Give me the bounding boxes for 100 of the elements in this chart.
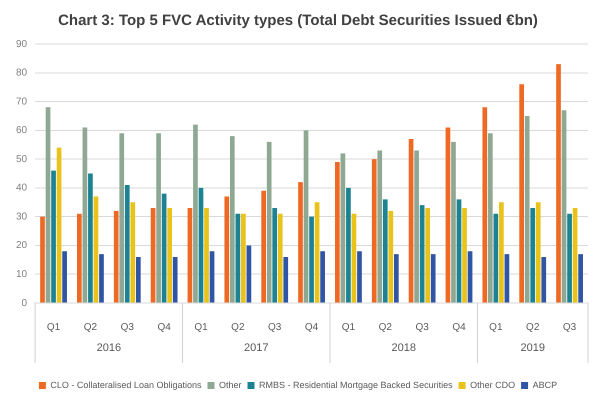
bar [536, 202, 541, 302]
bar [357, 251, 362, 302]
bar [430, 254, 436, 302]
x-tick-label: Q2 [231, 322, 245, 333]
bar [99, 254, 104, 302]
bar [488, 133, 493, 302]
x-tick-label: Q3 [415, 322, 430, 333]
bar [372, 159, 377, 302]
y-tick-label: 60 [16, 125, 28, 136]
y-tick-label: 40 [16, 182, 28, 194]
bar [188, 208, 192, 302]
bar [468, 251, 472, 302]
x-tick-label: Q1 [46, 322, 61, 333]
bar [394, 254, 399, 302]
bar [77, 214, 82, 302]
bar [82, 127, 88, 302]
x-tick-label: Q1 [489, 322, 503, 333]
bar [462, 208, 467, 302]
bar [562, 110, 566, 302]
bar [198, 188, 204, 302]
x-tick-label: Q3 [268, 322, 282, 333]
bar [446, 127, 450, 302]
bar [556, 64, 561, 302]
bar [414, 150, 419, 302]
bar [494, 214, 498, 302]
bar [519, 84, 524, 302]
text: 2017 [244, 342, 269, 354]
bar [420, 205, 424, 302]
bar [278, 214, 283, 302]
legend-label: Other CDO [470, 380, 516, 390]
bar [119, 133, 124, 302]
bar [499, 202, 504, 302]
bar [230, 136, 235, 302]
x-tick-label: Q3 [562, 322, 577, 333]
bar [150, 208, 156, 302]
y-tick-label: 10 [16, 268, 28, 280]
bar [304, 130, 308, 302]
bar [40, 216, 45, 302]
bar [136, 256, 141, 302]
bar [162, 194, 166, 302]
y-tick-label: 70 [16, 96, 28, 108]
bar [46, 107, 50, 302]
legend-label: CLO - Collateralised Loan Obligations [50, 380, 202, 390]
bar [314, 202, 320, 302]
x-tick-label: Q2 [526, 322, 540, 333]
bar [408, 138, 414, 302]
x-tick-label: Q1 [194, 322, 208, 333]
bar [425, 208, 430, 302]
bar [62, 251, 67, 302]
bar [224, 196, 230, 302]
x-tick-label: Q4 [157, 322, 172, 333]
y-tick-label: 50 [16, 154, 28, 165]
x-tick-label: Q1 [342, 322, 356, 333]
bar [298, 182, 303, 302]
bar [172, 256, 178, 302]
x-tick-label: Q2 [84, 322, 98, 333]
bar [530, 208, 536, 302]
bar [246, 245, 252, 302]
bar [377, 150, 382, 302]
bar [114, 210, 119, 302]
x-tick-label: Q3 [120, 322, 134, 333]
bar [320, 251, 325, 302]
bar [352, 214, 356, 302]
y-tick-label: 90 [16, 38, 28, 50]
bar [335, 162, 340, 302]
bar [56, 148, 62, 302]
bar [572, 208, 578, 302]
y-tick-label: 30 [16, 211, 28, 222]
bar [456, 199, 462, 302]
bar [51, 170, 56, 302]
bar [261, 190, 266, 302]
bar [382, 199, 388, 302]
bar [130, 202, 136, 302]
chart-title: Chart 3: Top 5 FVC Activity types (Total Debt Securities Issued €bn) [58, 12, 538, 30]
bar [204, 208, 209, 302]
x-tick-label: Q4 [304, 322, 319, 333]
bar [340, 153, 346, 302]
bar [567, 214, 572, 302]
legend-label: ABCP [532, 380, 558, 390]
bar [124, 185, 130, 302]
bar [167, 208, 172, 302]
legend-label: Other [218, 380, 242, 390]
y-tick-label: 20 [16, 240, 28, 252]
bar [272, 208, 278, 302]
bar [346, 188, 351, 302]
bar [235, 214, 240, 302]
bar [578, 254, 583, 302]
bar [283, 256, 288, 302]
x-tick-label: Q4 [452, 322, 466, 333]
bar [388, 210, 394, 302]
bar [309, 216, 314, 302]
bar [210, 251, 214, 302]
bar [504, 254, 510, 302]
bar [524, 116, 530, 302]
text: 2019 [520, 342, 545, 354]
legend-label: RMBS - Residential Mortgage Backed Securities [258, 380, 454, 390]
bar [88, 174, 93, 302]
bar [266, 142, 272, 302]
bar [241, 214, 246, 302]
x-tick-label: Q2 [378, 322, 392, 333]
